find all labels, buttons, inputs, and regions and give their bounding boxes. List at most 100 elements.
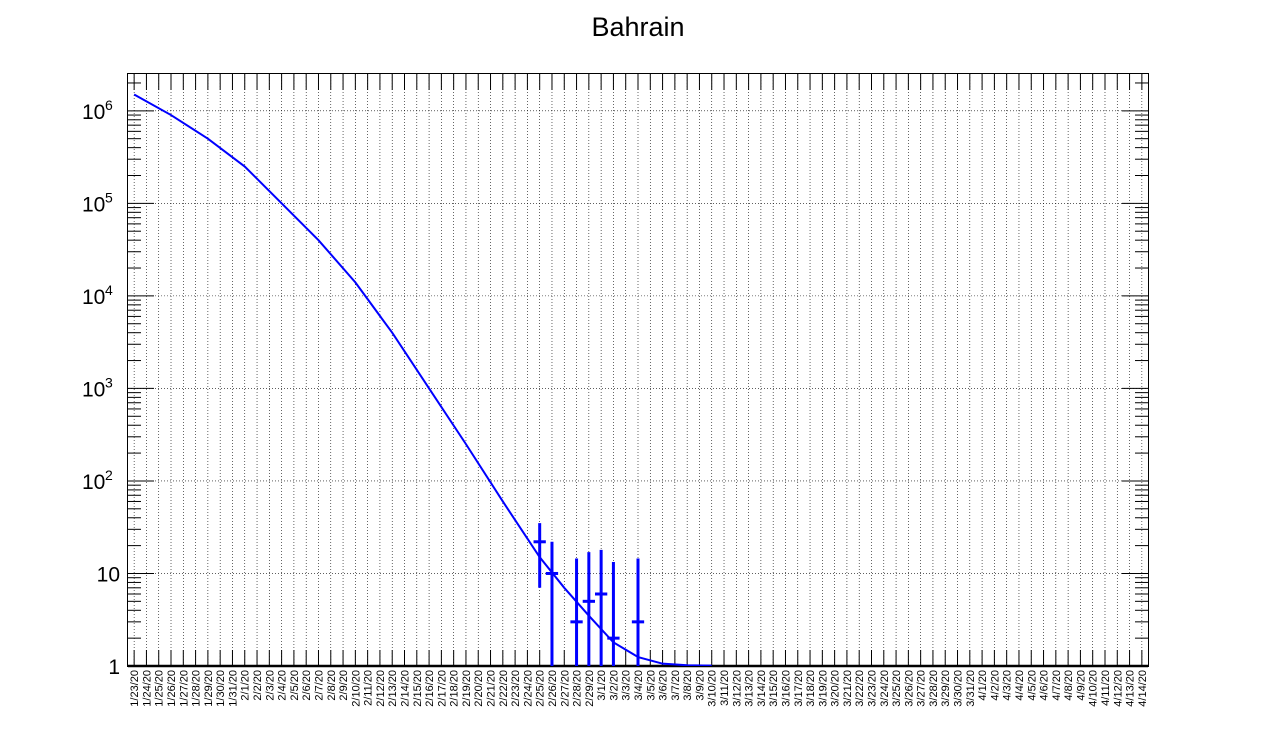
x-tick-label: 4/2/20: [989, 670, 1001, 701]
series-layer: [133, 93, 712, 667]
x-tick-label: 2/3/20: [264, 670, 276, 701]
plot-frame: [127, 73, 1149, 667]
x-tick-label: 2/9/20: [338, 670, 350, 701]
x-tick-label: 3/12/20: [731, 670, 743, 707]
x-tick-label: 2/16/20: [424, 670, 436, 707]
x-tick-label: 4/12/20: [1112, 670, 1124, 707]
x-tick-label: 2/1/20: [240, 670, 252, 701]
x-tick-label: 3/15/20: [768, 670, 780, 707]
x-tick-label: 2/23/20: [510, 670, 522, 707]
y-tick-label: 102: [82, 467, 113, 494]
y-tick-label-exponent: 3: [105, 374, 113, 390]
x-tick-label: 1/27/20: [178, 670, 190, 707]
x-tick-label: 2/2/20: [252, 670, 264, 701]
x-tick-label: 1/31/20: [227, 670, 239, 707]
fit-curve: [133, 93, 712, 667]
x-tick-label: 3/7/20: [670, 670, 682, 701]
x-tick-label: 3/3/20: [621, 670, 633, 701]
x-tick-label: 4/3/20: [1002, 670, 1014, 701]
x-tick-label: 2/24/20: [522, 670, 534, 707]
x-tick-label: 3/17/20: [793, 670, 805, 707]
x-tick-label: 2/4/20: [277, 670, 289, 701]
x-tick-label: 2/26/20: [547, 670, 559, 707]
x-tick-label: 2/20/20: [473, 670, 485, 707]
x-tick-label: 3/8/20: [682, 670, 694, 701]
x-tick-label: 1/26/20: [166, 670, 178, 707]
y-tick-label: 1: [108, 656, 120, 679]
x-tick-label: 2/28/20: [572, 670, 584, 707]
x-tick-label: 3/2/20: [608, 670, 620, 701]
x-tick-label: 4/5/20: [1026, 670, 1038, 701]
x-tick-label: 3/23/20: [866, 670, 878, 707]
x-tick-label: 3/27/20: [916, 670, 928, 707]
x-tick-label: 3/16/20: [780, 670, 792, 707]
x-tick-label: 2/21/20: [486, 670, 498, 707]
x-tick-label: 4/10/20: [1088, 670, 1100, 707]
x-tick-label: 2/19/20: [461, 670, 473, 707]
y-tick-label: 105: [82, 189, 113, 216]
x-tick-label: 3/28/20: [928, 670, 940, 707]
y-tick-label: 103: [82, 374, 113, 401]
x-tick-label: 2/14/20: [400, 670, 412, 707]
x-tick-label: 2/25/20: [535, 670, 547, 707]
x-tick-label: 3/30/20: [953, 670, 965, 707]
x-tick-label: 4/7/20: [1051, 670, 1063, 701]
y-tick-label-base: 10: [97, 563, 120, 586]
x-tick-label: 3/31/20: [965, 670, 977, 707]
y-tick-label-base: 10: [82, 286, 105, 309]
y-tick-label-base: 10: [82, 101, 105, 124]
x-tick-label: 4/1/20: [977, 670, 989, 701]
x-tick-label: 4/8/20: [1063, 670, 1075, 701]
x-tick-label: 4/13/20: [1125, 670, 1137, 707]
y-tick-label-base: 1: [108, 656, 120, 679]
x-tick-label: 2/5/20: [289, 670, 301, 701]
y-tick-label-base: 10: [82, 193, 105, 216]
x-tick-label: 3/22/20: [854, 670, 866, 707]
x-tick-label: 3/6/20: [658, 670, 670, 701]
x-tick-label: 3/20/20: [830, 670, 842, 707]
x-tick-label: 3/1/20: [596, 670, 608, 701]
x-tick-label: 4/9/20: [1075, 670, 1087, 701]
x-tick-label: 4/11/20: [1100, 670, 1112, 706]
x-tick-label: 2/12/20: [375, 670, 387, 707]
y-tick-label-exponent: 2: [105, 467, 113, 483]
x-tick-label: 1/29/20: [203, 670, 215, 707]
x-tick-label: 2/22/20: [498, 670, 510, 707]
chart-title: Bahrain: [591, 12, 684, 42]
x-tick-label: 2/15/20: [412, 670, 424, 707]
axis-layer: 1/23/20 1/24/20 1/25/20 1/26/20 1/27/20 1/28/…: [82, 74, 1149, 707]
x-tick-label: 3/18/20: [805, 670, 817, 707]
x-tick-label: 2/8/20: [326, 670, 338, 701]
y-tick-label-exponent: 4: [105, 282, 113, 298]
y-tick-label-exponent: 5: [105, 189, 113, 205]
x-tick-label: 3/9/20: [694, 670, 706, 701]
y-tick-label-base: 10: [82, 471, 105, 494]
x-tick-label: 2/29/20: [584, 670, 596, 707]
x-tick-label: 3/26/20: [903, 670, 915, 707]
x-tick-label: 3/25/20: [891, 670, 903, 707]
x-tick-label: 1/23/20: [129, 670, 141, 707]
x-tick-label: 3/13/20: [744, 670, 756, 707]
y-tick-label-exponent: 6: [105, 97, 113, 113]
x-tick-label: 2/27/20: [559, 670, 571, 707]
x-tick-label: 1/28/20: [191, 670, 203, 707]
y-tick-label: 106: [82, 97, 113, 124]
x-tick-label: 4/14/20: [1137, 670, 1149, 707]
x-tick-label: 4/6/20: [1039, 670, 1051, 701]
x-tick-label: 3/5/20: [645, 670, 657, 701]
x-tick-label: 1/25/20: [154, 670, 166, 707]
x-tick-label: 2/10/20: [350, 670, 362, 707]
x-tick-label: 4/4/20: [1014, 670, 1026, 701]
x-tick-label: 1/30/20: [215, 670, 227, 707]
x-tick-label: 2/18/20: [449, 670, 461, 707]
x-tick-label: 3/24/20: [879, 670, 891, 707]
x-tick-label: 3/14/20: [756, 670, 768, 707]
y-tick-label: 104: [82, 282, 113, 309]
x-tick-label: 2/6/20: [301, 670, 313, 701]
y-tick-label: 10: [97, 563, 120, 586]
x-tick-label: 3/10/20: [707, 670, 719, 707]
x-tick-label: 2/11/20: [363, 670, 375, 706]
x-tick-label: 3/4/20: [633, 670, 645, 701]
